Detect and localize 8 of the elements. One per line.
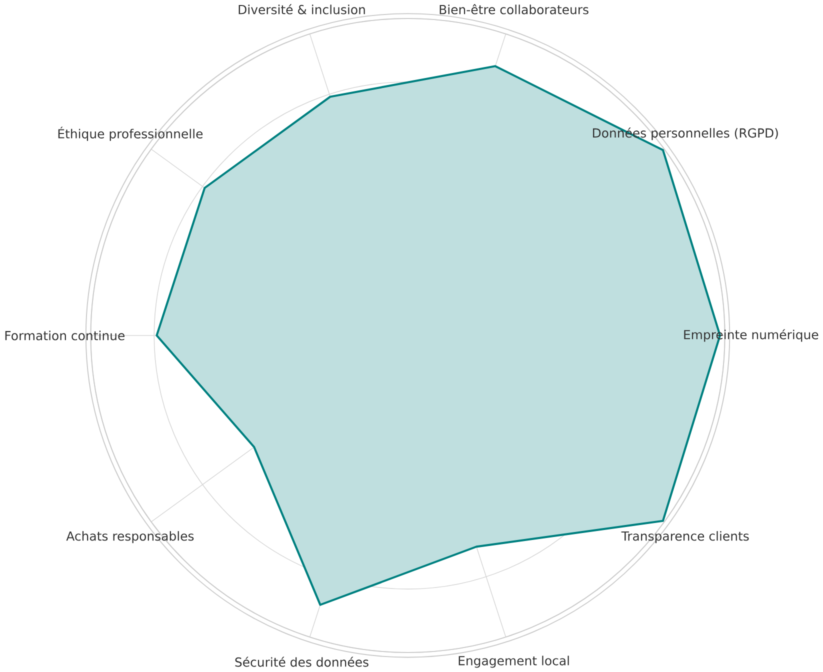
spoke-label: Bien-être collaborateurs (440, 4, 588, 14)
spoke-label: Engagement local (458, 656, 569, 668)
spoke-label: Formation continue (5, 330, 124, 340)
spoke-label: Sécurité des données (235, 656, 368, 667)
spoke-label: Diversité & inclusion (238, 4, 365, 14)
spoke-label: Achats responsables (66, 531, 194, 544)
spoke-label: Transparence clients (621, 531, 749, 544)
spoke-label: Éthique professionnelle (58, 126, 203, 141)
